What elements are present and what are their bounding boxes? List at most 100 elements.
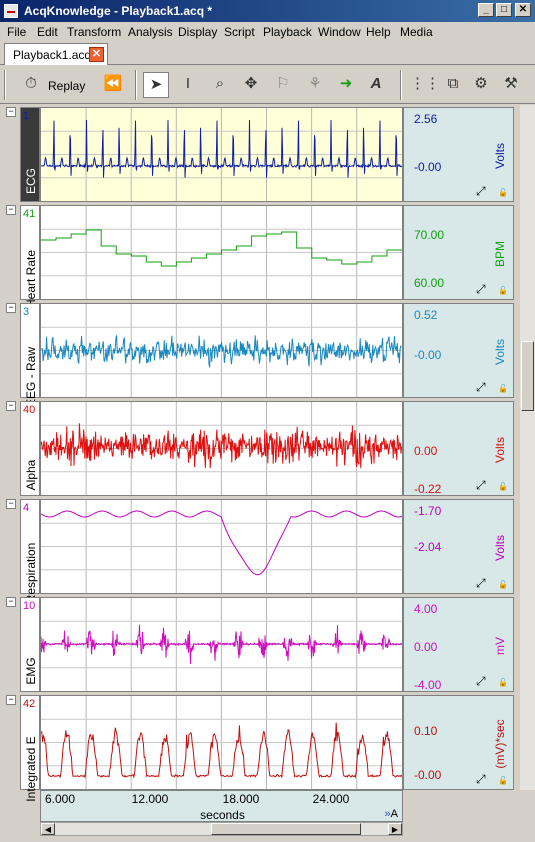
channel-name: EMG — [24, 657, 38, 685]
menu-file[interactable]: File — [7, 25, 27, 39]
event-icon[interactable]: ⚘ — [308, 75, 322, 92]
menu-edit[interactable]: Edit — [37, 25, 58, 39]
channel-alpha: − 40 Alpha 0.00 -0.22 Volts ⤢ 🔓 — [0, 399, 520, 497]
waveform-plot[interactable] — [40, 303, 403, 398]
autoscale-icon[interactable]: ⤢ — [476, 576, 486, 590]
replay-button[interactable]: Replay — [48, 79, 86, 93]
channel-label-box[interactable]: 3 EEG - Raw — [20, 303, 40, 407]
autoscale-icon[interactable]: ⤢ — [476, 184, 486, 198]
channel-name: Integrated E — [24, 736, 38, 802]
waveform-plot[interactable] — [40, 401, 403, 496]
axis-tick-label: 6.000 — [44, 792, 76, 806]
replay-icon[interactable]: ⏱ — [25, 75, 37, 92]
window-add-icon[interactable]: ⧉ — [447, 75, 459, 92]
lock-icon[interactable]: 🔓 — [498, 384, 508, 393]
scale-panel: 70.00 60.00 BPM ⤢ 🔓 — [403, 205, 514, 300]
maximize-button[interactable]: □ — [496, 3, 512, 17]
title-bar: AcqKnowledge - Playback1.acq * _ □ ✕ — [0, 0, 535, 22]
scale-top: -1.70 — [414, 504, 442, 518]
channel-label-box[interactable]: 41 Heart Rate — [20, 205, 40, 308]
menu-transform[interactable]: Transform — [67, 25, 122, 39]
autoscale-icon[interactable]: ⤢ — [476, 772, 486, 786]
horizontal-scrollbar[interactable]: ◀ ▶ — [40, 822, 403, 836]
scrollbar-thumb[interactable] — [211, 823, 361, 835]
collapse-icon[interactable]: − — [6, 597, 16, 607]
channel-name: Alpha — [24, 459, 38, 491]
waveform-plot[interactable] — [40, 499, 403, 594]
menu-media[interactable]: Media — [400, 25, 433, 39]
menu-script[interactable]: Script — [224, 25, 255, 39]
tab-playback1[interactable]: Playback1.acq ✕ — [4, 43, 108, 65]
collapse-icon[interactable]: − — [6, 107, 16, 117]
waveform-plot[interactable] — [40, 695, 403, 790]
lock-icon[interactable]: 🔓 — [498, 286, 508, 295]
collapse-icon[interactable]: − — [6, 303, 16, 313]
document-tab-bar: Playback1.acq ✕ — [0, 41, 535, 65]
lock-icon[interactable]: 🔓 — [498, 482, 508, 491]
waveform-plot[interactable] — [40, 597, 403, 692]
autoscale-icon[interactable]: ⤢ — [476, 282, 486, 296]
tab-close-icon[interactable]: ✕ — [89, 47, 104, 62]
channel-label-box[interactable]: 4 Respiration — [20, 499, 40, 604]
scale-panel: 0.10 -0.00 (mV)*sec ⤢ 🔓 — [403, 695, 514, 790]
grid-icon[interactable]: ⋮⋮ — [410, 75, 440, 92]
channel-name: Respiration — [24, 542, 38, 604]
menu-playback[interactable]: Playback — [263, 25, 312, 39]
arrow-tool-icon[interactable]: ➤ — [143, 72, 169, 98]
scale-top: 2.56 — [414, 112, 438, 126]
menu-display[interactable]: Display — [178, 25, 218, 39]
channel-label-box[interactable]: 10 EMG — [20, 597, 40, 692]
ibeam-tool-icon[interactable]: I — [185, 75, 191, 92]
horizontal-autoscale-icon[interactable]: »A — [384, 808, 398, 820]
flag-icon[interactable]: ⚐ — [276, 75, 290, 92]
waveform-svg — [41, 206, 402, 299]
channel-label-box[interactable]: 40 Alpha — [20, 401, 40, 496]
collapse-icon[interactable]: − — [6, 401, 16, 411]
vertical-scrollbar[interactable] — [520, 105, 535, 790]
lock-icon[interactable]: 🔓 — [498, 580, 508, 589]
channel-name: ECG — [24, 167, 38, 194]
zoom-tool-icon[interactable]: ⌕ — [215, 75, 225, 92]
channel-heart-rate: − 41 Heart Rate 70.00 60.00 BPM ⤢ 🔓 — [0, 203, 520, 308]
collapse-icon[interactable]: − — [6, 499, 16, 509]
collapse-icon[interactable]: − — [6, 205, 16, 215]
tools-icon[interactable]: ⚒ — [504, 75, 518, 92]
channel-label-box[interactable]: 1 ECG — [20, 107, 40, 202]
lock-icon[interactable]: 🔓 — [498, 188, 508, 197]
minimize-button[interactable]: _ — [478, 3, 494, 17]
autoscale-icon[interactable]: ⤢ — [476, 478, 486, 492]
waveform-plot[interactable] — [40, 107, 403, 202]
text-tool-icon[interactable]: A — [370, 75, 382, 92]
close-button[interactable]: ✕ — [515, 3, 531, 17]
scale-bottom: -0.00 — [414, 768, 442, 782]
gear-icon[interactable]: ⚙ — [474, 75, 488, 92]
scale-panel: 4.00 0.00 -4.00 mV ⤢ 🔓 — [403, 597, 514, 692]
scroll-left-icon[interactable]: ◀ — [41, 823, 55, 835]
autoscale-icon[interactable]: ⤢ — [476, 380, 486, 394]
menu-analysis[interactable]: Analysis — [128, 25, 173, 39]
lock-icon[interactable]: 🔓 — [498, 678, 508, 687]
menu-window[interactable]: Window — [318, 25, 361, 39]
channel-number: 10 — [23, 600, 36, 612]
move-tool-icon[interactable]: ✥ — [244, 75, 258, 92]
scale-bottom: -4.00 — [414, 678, 442, 692]
app-icon — [4, 4, 18, 18]
axis-tick-label: 24.000 — [312, 792, 350, 806]
channel-emg: − 10 EMG 4.00 0.00 -4.00 mV ⤢ 🔓 — [0, 595, 520, 693]
collapse-icon[interactable]: − — [6, 695, 16, 705]
menu-help[interactable]: Help — [366, 25, 391, 39]
scale-bottom: 60.00 — [414, 276, 445, 290]
waveform-plot[interactable] — [40, 205, 403, 300]
go-arrow-icon[interactable]: ➜ — [339, 75, 353, 92]
waveform-svg — [41, 696, 402, 789]
lock-icon[interactable]: 🔓 — [498, 776, 508, 785]
rewind-icon[interactable]: ⏪ — [103, 75, 123, 92]
autoscale-icon[interactable]: ⤢ — [476, 674, 486, 688]
scroll-right-icon[interactable]: ▶ — [388, 823, 402, 835]
channel-label-box[interactable]: 42 Integrated E — [20, 695, 40, 802]
menu-bar: File Edit Transform Analysis Display Scr… — [0, 22, 535, 41]
channel-integrated-emg: − 42 Integrated E 0.10 -0.00 (mV)*sec ⤢ 🔓 — [0, 693, 520, 802]
scale-top: 4.00 — [414, 602, 438, 616]
waveform-trace — [41, 335, 402, 368]
scrollbar-thumb[interactable] — [521, 341, 534, 411]
